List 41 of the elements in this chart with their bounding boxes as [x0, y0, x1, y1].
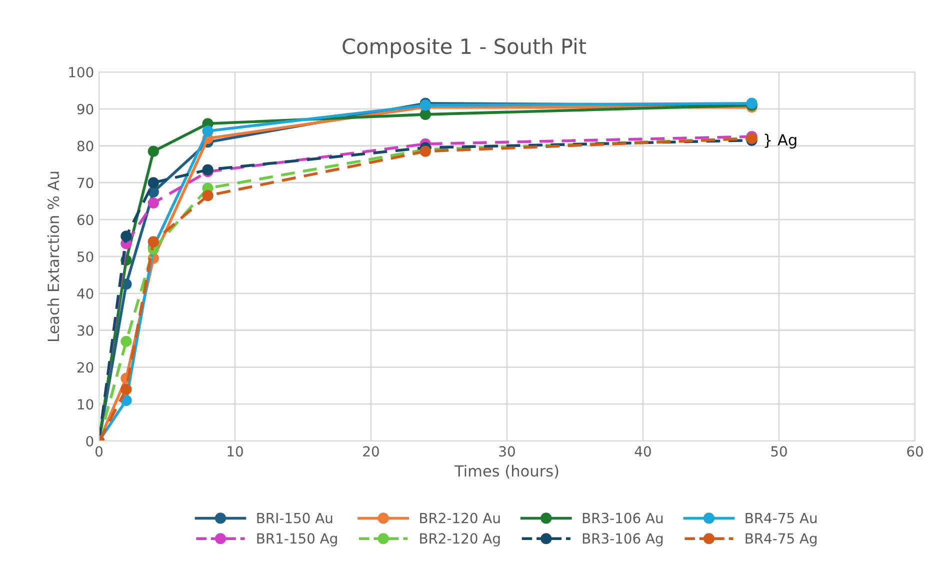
y-tick-label: 40 [77, 288, 94, 299]
x-tick-label: 30 [499, 446, 515, 457]
y-tick-label: 100 [69, 66, 94, 78]
y-tick-label: 20 [77, 362, 94, 373]
x-tick-label: 40 [634, 446, 651, 457]
x-axis-title: Times (hours) [454, 464, 558, 478]
legend-label: BRI-150 Au [257, 512, 332, 524]
x-tick-label: 10 [228, 446, 243, 457]
x-tick-label: 60 [907, 446, 923, 457]
legend-label: BR4-75 Au [746, 512, 817, 524]
x-tick-label: 0 [95, 446, 102, 457]
point [148, 177, 159, 188]
point [148, 236, 159, 248]
legend-label: BR3-106 Au [582, 512, 663, 524]
x-tick-label: 50 [771, 446, 787, 457]
x-tick-label: 20 [363, 446, 379, 457]
legend-label: BR3-106 Ag [582, 533, 663, 546]
point [120, 394, 132, 406]
point [148, 146, 159, 157]
chart-title: Composite 1 - South Pit [342, 38, 586, 58]
y-tick-label: 30 [78, 325, 94, 336]
y-axis-title: Leach Extarction % Au [47, 172, 60, 341]
y-tick-label: 90 [77, 104, 94, 114]
point [120, 230, 132, 242]
y-tick-label: 50 [78, 251, 94, 262]
point [148, 197, 159, 209]
y-tick-label: 80 [77, 140, 94, 152]
legend-label: BR2-120 Ag [420, 533, 500, 546]
point [120, 384, 132, 395]
point [120, 336, 132, 347]
legend-label: BR1-150 Ag [257, 533, 337, 546]
y-tick-label: 70 [78, 178, 94, 188]
point [202, 125, 214, 137]
annotation: } Ag [764, 134, 796, 149]
y-tick-label: 60 [77, 214, 94, 226]
legend-label: BR4-75 Ag [746, 533, 817, 546]
legend-label: BR2-120 Au [420, 512, 500, 524]
point [420, 108, 431, 120]
y-tick-label: 0 [86, 436, 94, 446]
y-tick-label: 10 [78, 399, 94, 410]
point [202, 190, 214, 202]
